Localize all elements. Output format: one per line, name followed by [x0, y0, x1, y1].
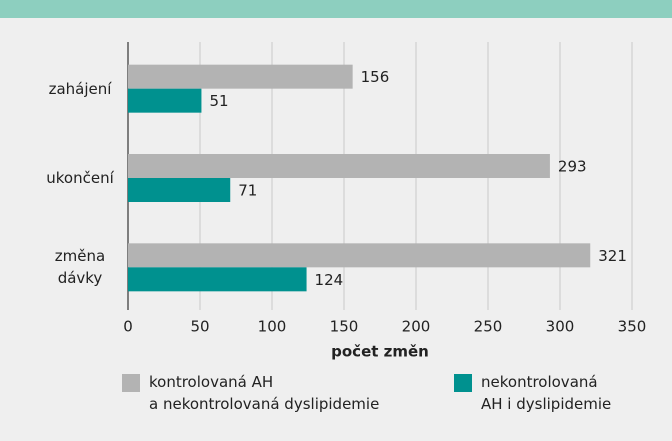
bar: [128, 88, 202, 113]
legend-swatch: [454, 374, 472, 392]
bar: [128, 267, 307, 292]
value-label: 321: [598, 247, 627, 265]
value-label: 293: [558, 158, 587, 176]
bar: [128, 64, 353, 89]
value-label: 124: [315, 271, 344, 289]
x-tick-label: 100: [258, 318, 287, 336]
bar: [128, 243, 591, 268]
y-tick-label: ukončení: [46, 169, 114, 187]
value-label: 71: [238, 182, 257, 200]
x-tick-label: 150: [330, 318, 359, 336]
legend-label: nekontrolovaná AH i dyslipidemie: [481, 373, 612, 413]
y-tick-label: zahájení: [48, 79, 112, 98]
value-label: 156: [361, 68, 390, 86]
legend-label: kontrolovaná AH a nekontrolovaná dyslipi…: [149, 373, 380, 413]
legend-swatch: [122, 374, 140, 392]
y-tick-label: změna dávky: [54, 247, 106, 288]
x-tick-label: 50: [190, 318, 209, 336]
top-band: [0, 0, 672, 18]
x-tick-label: 200: [402, 318, 431, 336]
x-tick-label: 350: [618, 318, 647, 336]
value-label: 51: [209, 92, 228, 110]
bar: [128, 178, 231, 202]
x-axis-label: počet změn: [331, 343, 429, 361]
x-tick-label: 0: [123, 318, 133, 336]
bar: [128, 154, 550, 178]
x-tick-label: 250: [474, 318, 503, 336]
x-tick-label: 300: [546, 318, 575, 336]
